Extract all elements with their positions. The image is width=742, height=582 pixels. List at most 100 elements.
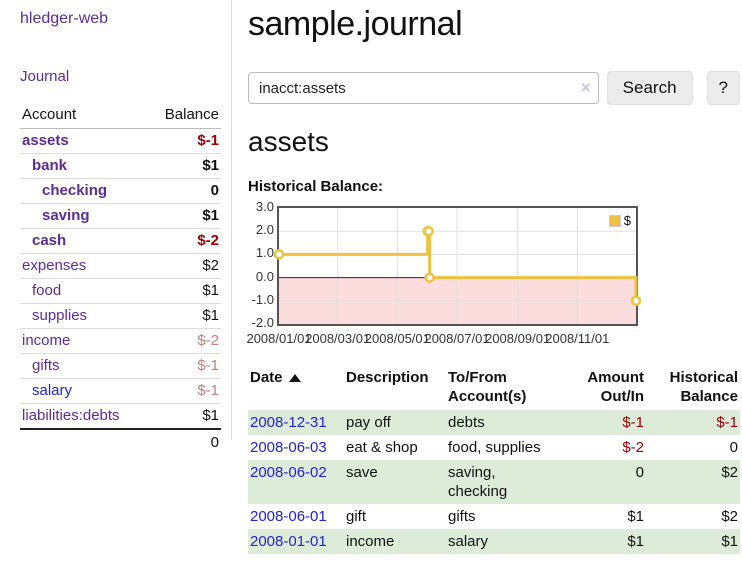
chart-title: Historical Balance: bbox=[248, 178, 384, 195]
clear-search-icon[interactable]: × bbox=[580, 78, 591, 97]
y-axis-tick-label: 0.0 bbox=[255, 268, 274, 284]
register-row: 2008-06-02 save saving, checking 0 $2 bbox=[248, 460, 740, 504]
register-accounts-cell: food, supplies bbox=[448, 439, 541, 456]
x-axis-tick-label: 2008/03/01 bbox=[305, 331, 371, 346]
sidebar: hledger-web Journal Account Balance asse… bbox=[0, 0, 232, 451]
register-balance-cell: $1 bbox=[721, 533, 738, 550]
account-name-cell: income bbox=[20, 328, 147, 354]
account-name-cell: checking bbox=[20, 178, 147, 204]
accounts-col-balance: Balance bbox=[146, 102, 221, 129]
register-row: 2008-12-31 pay off debts $-1 $-1 bbox=[248, 410, 740, 435]
sidebar-account-row: saving $1 bbox=[20, 203, 221, 229]
register-date-link[interactable]: 2008-01-01 bbox=[250, 533, 327, 550]
account-balance: $1 bbox=[146, 153, 221, 179]
register-description-cell: pay off bbox=[346, 414, 391, 431]
register-row: 2008-01-01 income salary $1 $1 bbox=[248, 529, 740, 554]
register-date-link[interactable]: 2008-12-31 bbox=[250, 414, 327, 431]
register-col-header: Date bbox=[248, 366, 344, 410]
account-balance: $-1 bbox=[146, 378, 221, 404]
accounts-total-row: 0 bbox=[20, 429, 221, 455]
chart-plot-area[interactable]: $ bbox=[273, 206, 642, 326]
account-name-cell: bank bbox=[20, 153, 147, 179]
account-name-cell: liabilities:debts bbox=[20, 403, 147, 430]
sidebar-account-link[interactable]: food bbox=[32, 282, 62, 299]
search-button[interactable]: Search bbox=[606, 71, 693, 105]
x-axis-tick-label: 2008/01/01 bbox=[246, 331, 312, 346]
register-amount-cell: $-1 bbox=[622, 414, 644, 431]
account-balance: $-1 bbox=[146, 128, 221, 154]
register-row: 2008-06-03 eat & shop food, supplies $-2 0 bbox=[248, 435, 740, 460]
register-balance-cell: $2 bbox=[721, 508, 738, 525]
search-input[interactable] bbox=[248, 72, 599, 104]
sidebar-account-link[interactable]: liabilities:debts bbox=[22, 407, 120, 424]
sidebar-account-row: expenses $2 bbox=[20, 253, 221, 279]
register-date-link[interactable]: 2008-06-02 bbox=[250, 464, 327, 481]
account-name-cell: expenses bbox=[20, 253, 147, 279]
accounts-col-account: Account bbox=[20, 102, 147, 129]
y-axis-tick-label: 2.0 bbox=[255, 222, 274, 238]
account-balance: $1 bbox=[146, 278, 221, 304]
register-accounts-cell: gifts bbox=[448, 508, 476, 525]
sidebar-account-link[interactable]: expenses bbox=[22, 257, 87, 274]
sidebar-account-link[interactable]: assets bbox=[22, 132, 69, 149]
register-col-header: Historical Balance bbox=[669, 369, 738, 405]
x-axis-tick-label: 2008/05/01 bbox=[364, 331, 430, 346]
register-col-header: Description bbox=[346, 369, 429, 386]
sidebar-account-link[interactable]: cash bbox=[32, 232, 67, 249]
account-name-cell: cash bbox=[20, 228, 147, 254]
chart-legend: $ bbox=[608, 213, 631, 228]
sidebar-accounts-body: assets $-1 bank $1 checking 0 saving $1 cash $-2 e… bbox=[20, 128, 221, 430]
register-description-cell: income bbox=[346, 533, 395, 550]
account-name-cell: gifts bbox=[20, 353, 147, 379]
legend-label: $ bbox=[623, 213, 631, 228]
sidebar-account-link[interactable]: income bbox=[22, 332, 71, 349]
account-heading: assets bbox=[248, 126, 329, 157]
legend-swatch-icon bbox=[608, 214, 621, 227]
sidebar-item-journal[interactable]: Journal bbox=[20, 68, 70, 85]
register-table: Date Description To/From Account(s) Amount Ou… bbox=[248, 366, 740, 554]
register-amount-cell: $-2 bbox=[622, 439, 644, 456]
sidebar-account-row: cash $-2 bbox=[20, 228, 221, 254]
sidebar-account-link[interactable]: checking bbox=[42, 182, 108, 199]
register-body: 2008-12-31 pay off debts $-1 $-1 2008-06-03 ea… bbox=[248, 410, 740, 554]
account-balance: $-1 bbox=[146, 353, 221, 379]
app-brand-link[interactable]: hledger-web bbox=[20, 10, 109, 27]
register-date-cell: 2008-06-03 bbox=[248, 435, 344, 460]
register-amount-cell: 0 bbox=[635, 464, 644, 481]
accounts-total-value: 0 bbox=[210, 434, 219, 451]
register-date-link[interactable]: 2008-06-01 bbox=[250, 508, 327, 525]
y-axis-tick-label: 1.0 bbox=[255, 245, 274, 261]
y-axis-tick-label: 3.0 bbox=[255, 199, 274, 214]
account-name-cell: saving bbox=[20, 203, 147, 229]
account-balance: $-2 bbox=[146, 328, 221, 354]
historical-balance-chart: $ 3.0 2.0 1.0 0.0 -1.0 -2.0 2008/01/01 2008/03… bbox=[246, 200, 740, 347]
sidebar-account-link[interactable]: saving bbox=[42, 207, 90, 224]
register-col-header: Amount Out/In bbox=[587, 369, 644, 405]
register-date-cell: 2008-06-01 bbox=[248, 504, 344, 529]
sidebar-account-link[interactable]: gifts bbox=[32, 357, 60, 374]
register-header-row: Date Description To/From Account(s) Amount Ou… bbox=[248, 366, 740, 410]
search-help-button[interactable]: ? bbox=[706, 71, 740, 105]
register-balance-cell: $-1 bbox=[716, 414, 738, 431]
register-amount-cell: $1 bbox=[627, 508, 644, 525]
sidebar-account-row: checking 0 bbox=[20, 178, 221, 204]
sidebar-account-link[interactable]: salary bbox=[32, 382, 73, 399]
account-balance: $1 bbox=[146, 303, 221, 329]
register-balance-cell: 0 bbox=[729, 439, 738, 456]
sidebar-account-row: salary $-1 bbox=[20, 378, 221, 404]
sidebar-account-row: bank $1 bbox=[20, 153, 221, 179]
register-row: 2008-06-01 gift gifts $1 $2 bbox=[248, 504, 740, 529]
accounts-header-row: Account Balance bbox=[20, 102, 221, 129]
register-date-link[interactable]: 2008-06-03 bbox=[250, 439, 327, 456]
sidebar-account-link[interactable]: supplies bbox=[32, 307, 88, 324]
account-name-cell: food bbox=[20, 278, 147, 304]
account-balance: $-2 bbox=[146, 228, 221, 254]
balance-step-line-svg bbox=[273, 208, 642, 324]
sort-ascending-icon bbox=[288, 374, 301, 382]
sidebar-account-row: income $-2 bbox=[20, 328, 221, 354]
register-date-cell: 2008-01-01 bbox=[248, 529, 344, 554]
account-name-cell: supplies bbox=[20, 303, 147, 329]
sidebar-account-link[interactable]: bank bbox=[32, 157, 68, 174]
account-name-cell: salary bbox=[20, 378, 147, 404]
account-name-cell: assets bbox=[20, 128, 147, 154]
